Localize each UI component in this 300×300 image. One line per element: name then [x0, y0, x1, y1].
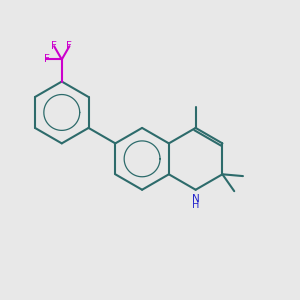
- Text: H: H: [192, 200, 199, 210]
- Text: F: F: [67, 41, 72, 51]
- Text: N: N: [192, 194, 200, 204]
- Text: F: F: [51, 41, 57, 51]
- Text: F: F: [44, 55, 50, 64]
